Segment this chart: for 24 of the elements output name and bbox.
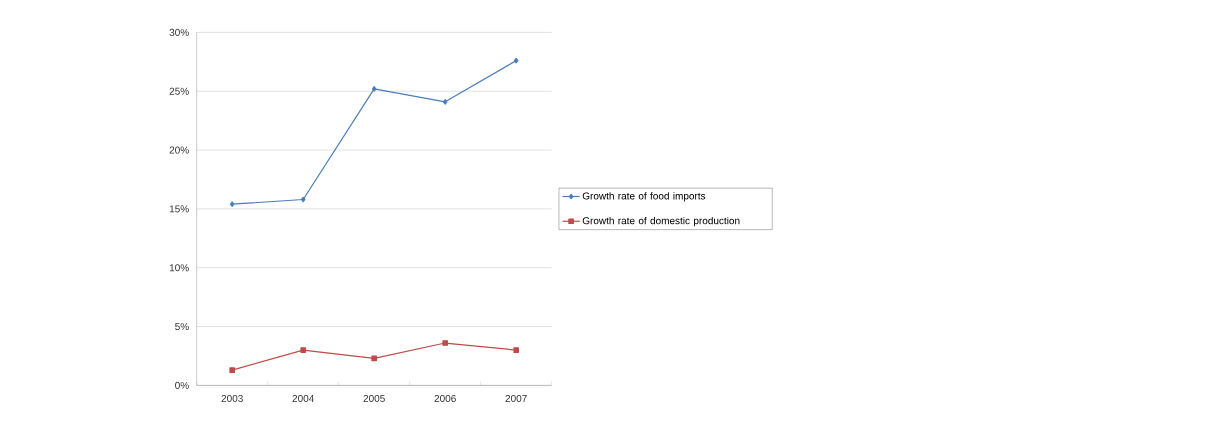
point bbox=[442, 340, 448, 346]
point bbox=[300, 347, 306, 353]
point bbox=[513, 57, 519, 64]
point bbox=[300, 196, 306, 203]
x-tick-label: 2005 bbox=[363, 394, 385, 402]
x-tick-label: 2006 bbox=[434, 394, 456, 402]
y-tick-label: 0% bbox=[175, 381, 189, 389]
point bbox=[371, 86, 377, 92]
y-tick-label: 5% bbox=[175, 323, 189, 331]
x-tick-label: 2003 bbox=[221, 394, 243, 402]
legend-label: Growth rate of food imports bbox=[582, 192, 706, 202]
point bbox=[229, 367, 235, 373]
y-tick-label: 30% bbox=[169, 28, 189, 36]
x-tick-label: 2007 bbox=[505, 394, 527, 402]
y-tick-label: 20% bbox=[169, 146, 189, 154]
y-tick-label: 15% bbox=[169, 205, 189, 213]
x-tick-label: 2004 bbox=[292, 394, 314, 402]
y-tick-label: 10% bbox=[169, 264, 189, 272]
point bbox=[229, 201, 235, 207]
legend-label: Growth rate of domestic production bbox=[582, 216, 740, 227]
point bbox=[371, 355, 377, 362]
y-tick-label: 25% bbox=[169, 87, 189, 95]
point bbox=[513, 347, 519, 353]
point bbox=[442, 99, 448, 105]
